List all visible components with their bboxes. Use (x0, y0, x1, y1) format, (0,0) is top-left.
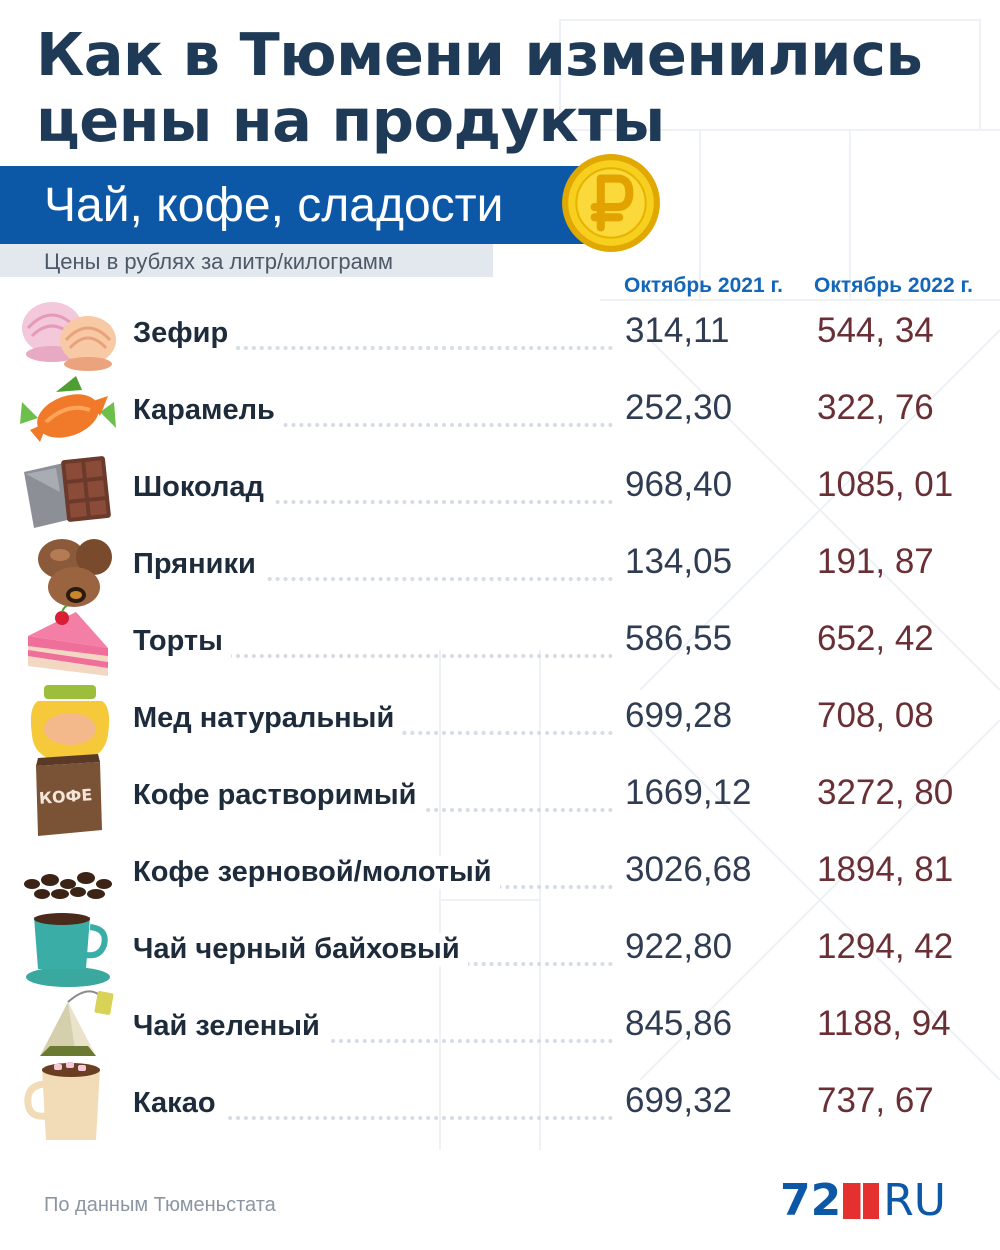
price-2021: 252,30 (625, 388, 733, 427)
price-2022: 1894, 81 (817, 850, 954, 889)
product-name: Торты (133, 625, 231, 658)
tea-bag-icon (40, 990, 114, 1056)
honey-jar-icon (30, 685, 110, 763)
ruble-coin-icon (562, 154, 660, 252)
column-header-2021: Октябрь 2021 г. (624, 274, 783, 297)
product-name: Карамель (133, 394, 283, 427)
table-row: Пряники 134,05 191, 87 (0, 536, 1000, 596)
logo-square-icon (843, 1183, 880, 1219)
product-name: Пряники (133, 548, 264, 581)
source-note: По данным Тюменьстата (44, 1194, 276, 1216)
coffee-bag-icon: КОФЕ (36, 754, 102, 836)
price-2022: 652, 42 (817, 619, 934, 658)
logo-suffix: RU (883, 1175, 947, 1226)
dotted-leader (133, 500, 613, 504)
dotted-leader (133, 423, 613, 427)
table-row: Зефир 314,11 544, 34 (0, 305, 1000, 365)
product-name: Чай черный байховый (133, 933, 468, 966)
table-row: Кофе растворимый 1669,12 3272, 80 (0, 767, 1000, 827)
table-row: Шоколад 968,40 1085, 01 (0, 459, 1000, 519)
dotted-leader (133, 1039, 613, 1043)
price-2022: 737, 67 (817, 1081, 934, 1120)
candy-icon (20, 376, 116, 442)
cocoa-mug-icon (24, 1062, 100, 1140)
table-row: Какао 699,32 737, 67 (0, 1075, 1000, 1135)
logo-number: 72 (780, 1175, 842, 1226)
title-line-1: Как в Тюмени изменились (36, 20, 923, 89)
category-title: Чай, кофе, сладости (44, 179, 504, 232)
table-row: Кофе зерновой/молотый 3026,68 1894, 81 (0, 844, 1000, 904)
price-2021: 134,05 (625, 542, 733, 581)
tea-cup-icon (26, 913, 110, 987)
dotted-leader (133, 577, 613, 581)
price-2021: 699,32 (625, 1081, 733, 1120)
price-2021: 1669,12 (625, 773, 752, 812)
price-2022: 708, 08 (817, 696, 934, 735)
product-name: Мед натуральный (133, 702, 403, 735)
product-name: Какао (133, 1087, 224, 1120)
table-row: Мед натуральный 699,28 708, 08 (0, 690, 1000, 750)
table-row: Торты 586,55 652, 42 (0, 613, 1000, 673)
price-2021: 314,11 (625, 311, 730, 350)
72ru-logo: 72 RU (780, 1176, 946, 1226)
price-2022: 1294, 42 (817, 927, 954, 966)
price-2022: 322, 76 (817, 388, 934, 427)
marshmallow-icon (22, 302, 116, 371)
coffee-beans-icon (24, 872, 112, 899)
table-row: Чай зеленый 845,86 1188, 94 (0, 998, 1000, 1058)
price-2022: 1188, 94 (817, 1004, 951, 1043)
table-row: Чай черный байховый 922,80 1294, 42 (0, 921, 1000, 981)
price-2022: 3272, 80 (817, 773, 954, 812)
title-line-2: цены на продукты (36, 86, 665, 155)
price-2022: 191, 87 (817, 542, 934, 581)
subtitle-bar (0, 244, 493, 277)
subtitle: Цены в рублях за литр/килограмм (44, 249, 394, 274)
cake-icon (28, 606, 108, 676)
price-2021: 3026,68 (625, 850, 752, 889)
product-name: Чай зеленый (133, 1010, 328, 1043)
price-2022: 544, 34 (817, 311, 934, 350)
svg-text:КОФЕ: КОФЕ (38, 785, 93, 808)
product-name: Кофе растворимый (133, 779, 425, 812)
table-row: Карамель 252,30 322, 76 (0, 382, 1000, 442)
product-name: Зефир (133, 317, 237, 350)
price-2021: 586,55 (625, 619, 733, 658)
product-name: Кофе зерновой/молотый (133, 856, 500, 889)
column-header-2022: Октябрь 2022 г. (814, 274, 973, 297)
chocolate-icon (24, 456, 111, 528)
dotted-leader (133, 1116, 613, 1120)
page-title: Как в Тюмени изменились цены на продукты (36, 20, 923, 155)
price-2021: 922,80 (625, 927, 733, 966)
product-name: Шоколад (133, 471, 272, 504)
price-2022: 1085, 01 (817, 465, 954, 504)
gingerbread-icon (38, 539, 112, 607)
price-2021: 699,28 (625, 696, 733, 735)
dotted-leader (133, 346, 613, 350)
price-2021: 845,86 (625, 1004, 733, 1043)
category-banner (0, 166, 610, 244)
price-2021: 968,40 (625, 465, 733, 504)
dotted-leader (133, 654, 613, 658)
